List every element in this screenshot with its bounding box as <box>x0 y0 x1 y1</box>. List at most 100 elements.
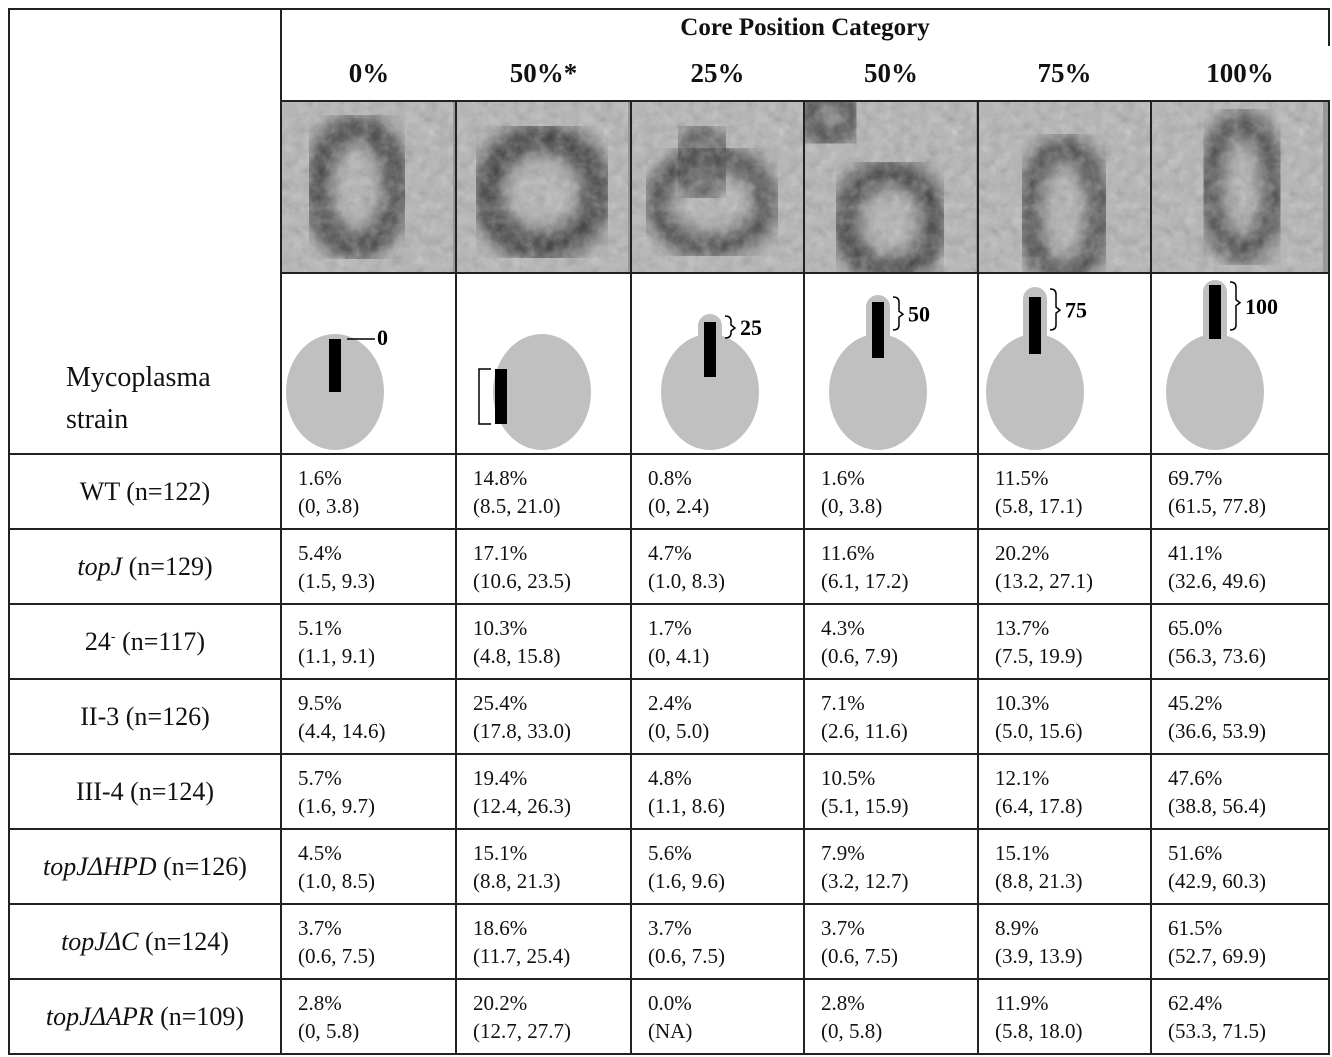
value-cell: 3.7%(0.6, 7.5) <box>281 904 456 979</box>
micrograph-image <box>805 102 976 272</box>
confidence-interval: (7.5, 19.9) <box>995 642 1150 670</box>
percent: 0.8% <box>648 464 803 492</box>
confidence-interval: (3.2, 12.7) <box>821 867 977 895</box>
value-cell: 5.6%(1.6, 9.6) <box>631 829 804 904</box>
percent: 11.9% <box>995 989 1150 1017</box>
confidence-interval: (1.6, 9.7) <box>298 792 455 820</box>
value-cell: 1.6%(0, 3.8) <box>281 454 456 529</box>
percent: 10.5% <box>821 764 977 792</box>
data-row: topJΔHPD (n=126) 4.5%(1.0, 8.5) 15.1%(8.8,… <box>9 829 1329 904</box>
percent: 0.0% <box>648 989 803 1017</box>
value-cell: 1.6%(0, 3.8) <box>804 454 978 529</box>
percent: 2.8% <box>821 989 977 1017</box>
confidence-interval: (5.8, 18.0) <box>995 1017 1150 1045</box>
percent: 2.4% <box>648 689 803 717</box>
diagram: 0 <box>281 273 456 454</box>
confidence-interval: (0, 3.8) <box>298 492 455 520</box>
value-cell: 20.2%(12.7, 27.7) <box>456 979 631 1054</box>
value-cell: 11.5%(5.8, 17.1) <box>978 454 1151 529</box>
strain: topJ (n=129) <box>9 529 281 604</box>
cell-body <box>1166 334 1264 450</box>
confidence-interval: (12.4, 26.3) <box>473 792 630 820</box>
value-cell: 2.8%(0, 5.8) <box>804 979 978 1054</box>
value-cell: 10.5%(5.1, 15.9) <box>804 754 978 829</box>
strain-count: (n=124) <box>145 927 229 956</box>
strain: topJΔC (n=124) <box>9 904 281 979</box>
percent: 5.4% <box>298 539 455 567</box>
value-cell: 61.5%(52.7, 69.9) <box>1151 904 1329 979</box>
percent: 15.1% <box>995 839 1150 867</box>
confidence-interval: (11.7, 25.4) <box>473 942 630 970</box>
data-row: topJ (n=129)5.4%(1.5, 9.3)17.1%(10.6, 23… <box>9 529 1329 604</box>
confidence-interval: (8.5, 21.0) <box>473 492 630 520</box>
confidence-interval: (3.9, 13.9) <box>995 942 1150 970</box>
brace <box>1050 289 1060 330</box>
value-cell: 3.7%(0.6, 7.5) <box>804 904 978 979</box>
confidence-interval: (36.6, 53.9) <box>1168 717 1328 745</box>
data-row: III-4 (n=124)5.7%(1.6, 9.7)19.4%(12.4, 2… <box>9 754 1329 829</box>
value-cell: 45.2%(36.6, 53.9) <box>1151 679 1329 754</box>
value-cell: 15.1%(8.8, 21.3) <box>978 829 1151 904</box>
column-label: 0% <box>281 46 456 101</box>
strain-name: 24 <box>85 627 111 656</box>
percent: 7.9% <box>821 839 977 867</box>
value-cell: 1.7%(0, 4.1) <box>631 604 804 679</box>
strain-count: (n=126) <box>163 852 247 881</box>
strain: III-4 (n=124) <box>9 754 281 829</box>
percent: 14.8% <box>473 464 630 492</box>
brace <box>1230 282 1240 330</box>
confidence-interval: (13.2, 27.1) <box>995 567 1150 595</box>
strain-name: topJΔC <box>61 927 138 956</box>
value-cell: 7.9%(3.2, 12.7) <box>804 829 978 904</box>
strain: 24- (n=117) <box>9 604 281 679</box>
value-cell: 4.8%(1.1, 8.6) <box>631 754 804 829</box>
value-cell: 65.0%(56.3, 73.6) <box>1151 604 1329 679</box>
row-label-text: Mycoplasma strain <box>66 357 256 441</box>
value-cell: 51.6%(42.9, 60.3) <box>1151 829 1329 904</box>
percent: 3.7% <box>821 914 977 942</box>
percent: 13.7% <box>995 614 1150 642</box>
value-cell: 4.3%(0.6, 7.9) <box>804 604 978 679</box>
value-cell: 4.5%(1.0, 8.5) <box>281 829 456 904</box>
percent: 12.1% <box>995 764 1150 792</box>
percent: 10.3% <box>473 614 630 642</box>
column-label: 25% <box>631 46 804 101</box>
strain-name: III-4 <box>76 777 124 806</box>
value-cell: 8.9%(3.9, 13.9) <box>978 904 1151 979</box>
diagram-label: 100 <box>1245 294 1278 319</box>
percent: 8.9% <box>995 914 1150 942</box>
percent: 10.3% <box>995 689 1150 717</box>
confidence-interval: (1.0, 8.5) <box>298 867 455 895</box>
core-bar <box>872 302 884 358</box>
percent: 1.7% <box>648 614 803 642</box>
percent: 4.5% <box>298 839 455 867</box>
diagram: 75 <box>978 273 1151 454</box>
percent: 3.7% <box>298 914 455 942</box>
strain-name: topJΔHPD <box>43 852 156 881</box>
value-cell: 47.6%(38.8, 56.4) <box>1151 754 1329 829</box>
percent: 1.6% <box>821 464 977 492</box>
value-cell: 13.7%(7.5, 19.9) <box>978 604 1151 679</box>
diagram-image <box>457 274 629 453</box>
strain-name: topJ <box>77 552 122 581</box>
micrograph-image <box>979 102 1150 272</box>
confidence-interval: (1.6, 9.6) <box>648 867 803 895</box>
confidence-interval: (0.6, 7.9) <box>821 642 977 670</box>
diagram-label: 25 <box>740 315 762 340</box>
confidence-interval: (5.8, 17.1) <box>995 492 1150 520</box>
column-label: 50%* <box>456 46 631 101</box>
percent: 61.5% <box>1168 914 1328 942</box>
diagram-image: 75 <box>979 274 1151 453</box>
micrograph <box>631 101 804 273</box>
micrograph-grain <box>282 102 453 272</box>
percent: 1.6% <box>298 464 455 492</box>
micrograph-image <box>632 102 803 272</box>
percent: 47.6% <box>1168 764 1328 792</box>
percent: 2.8% <box>298 989 455 1017</box>
strain-name: II-3 <box>80 702 119 731</box>
diagram-image: 25 <box>632 274 804 453</box>
core-bar <box>495 369 507 424</box>
micrograph <box>281 101 456 273</box>
diagram-label: 0 <box>377 325 388 350</box>
row-label-header: Mycoplasma strain <box>9 9 281 454</box>
